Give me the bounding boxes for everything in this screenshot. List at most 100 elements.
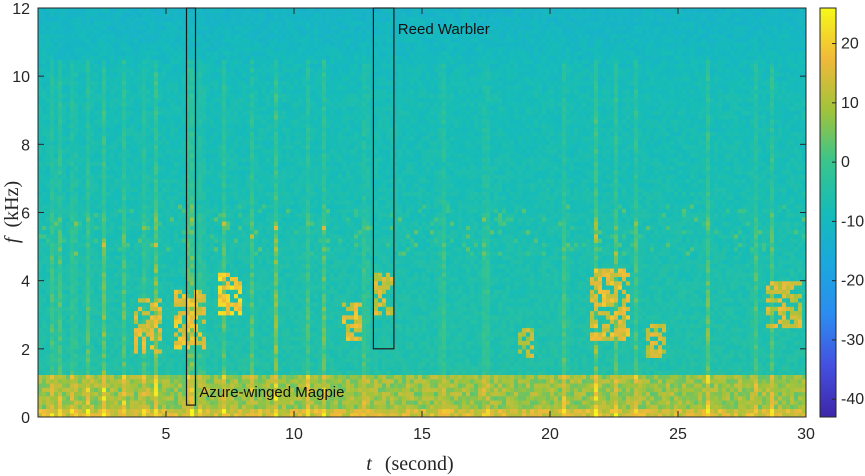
spectrogram-cell (118, 33, 123, 39)
spectrogram-cell (118, 67, 123, 73)
spectrogram-cell (110, 263, 115, 269)
spectrogram-cell (50, 391, 55, 397)
spectrogram-cell (134, 327, 139, 333)
spectrogram-cell (130, 16, 135, 22)
spectrogram-cell (174, 336, 179, 341)
spectrogram-cell (194, 280, 199, 286)
spectrogram-cell (102, 395, 107, 401)
spectrogram-cell (38, 370, 43, 375)
spectrogram-cell (206, 88, 211, 94)
spectrogram-cell (190, 148, 195, 154)
spectrogram-cell (138, 97, 143, 103)
spectrogram-cell (178, 391, 183, 397)
spectrogram-cell (214, 378, 219, 384)
spectrogram-cell (174, 195, 179, 201)
spectrogram-cell (106, 8, 111, 13)
spectrogram-cell (130, 131, 135, 137)
spectrogram-cell (38, 80, 43, 86)
spectrogram-cell (66, 336, 71, 341)
spectrogram-cell (138, 123, 143, 128)
spectrogram-cell (54, 59, 59, 64)
spectrogram-cell (66, 361, 71, 367)
spectrogram-cell (238, 357, 243, 363)
spectrogram-cell (150, 293, 155, 299)
spectrogram-cell (194, 242, 199, 248)
spectrogram-cell (114, 233, 119, 239)
spectrogram-cell (194, 29, 199, 35)
spectrogram-cell (194, 152, 199, 158)
spectrogram-cell (46, 144, 51, 150)
spectrogram-cell (154, 293, 159, 299)
spectrogram-cell (130, 378, 135, 384)
spectrogram-cell (82, 399, 87, 405)
spectrogram-cell (146, 63, 151, 69)
spectrogram-cell (134, 246, 139, 252)
spectrogram-cell (190, 276, 195, 282)
spectrogram-cell (106, 361, 111, 367)
spectrogram-cell (58, 412, 63, 417)
spectrogram-cell (182, 54, 187, 60)
spectrogram-cell (62, 238, 67, 243)
spectrogram-cell (218, 71, 223, 77)
spectrogram-cell (122, 182, 127, 188)
spectrogram-cell (150, 221, 155, 226)
spectrogram-cell (102, 131, 107, 137)
spectrogram-cell (130, 165, 135, 171)
spectrogram-cell (230, 378, 235, 384)
spectrogram-cell (94, 88, 99, 94)
spectrogram-cell (242, 148, 247, 154)
spectrogram-cell (230, 135, 235, 141)
spectrogram-cell (102, 59, 107, 64)
spectrogram-cell (162, 233, 167, 239)
spectrogram-cell (150, 88, 155, 94)
spectrogram-cell (134, 297, 139, 303)
spectrogram-cell (118, 203, 123, 209)
spectrogram-cell (70, 263, 75, 269)
spectrogram-cell (106, 97, 111, 103)
spectrogram-cell (122, 131, 127, 137)
spectrogram-cell (238, 323, 243, 329)
spectrogram-cell (202, 412, 207, 417)
spectrogram-cell (210, 221, 215, 226)
spectrogram-cell (242, 246, 247, 252)
spectrogram-cell (114, 169, 119, 175)
spectrogram-cell (98, 16, 103, 22)
spectrogram-cell (54, 63, 59, 69)
spectrogram-cell (70, 378, 75, 384)
spectrogram-cell (62, 105, 67, 111)
spectrogram-cell (214, 25, 219, 30)
spectrogram-cell (74, 267, 79, 273)
spectrogram-cell (126, 263, 131, 269)
spectrogram-cell (222, 191, 227, 197)
spectrogram-cell (66, 391, 71, 397)
spectrogram-cell (142, 212, 147, 218)
spectrogram-cell (210, 195, 215, 201)
spectrogram-cell (174, 391, 179, 397)
spectrogram-cell (90, 293, 95, 299)
spectrogram-cell (158, 33, 163, 39)
spectrogram-cell (78, 267, 83, 273)
spectrogram-cell (210, 199, 215, 205)
spectrogram-cell (146, 323, 151, 329)
spectrogram-cell (102, 306, 107, 312)
spectrogram-cell (62, 412, 67, 417)
spectrogram-cell (182, 404, 187, 410)
spectrogram-cell (58, 135, 63, 141)
spectrogram-cell (66, 127, 71, 133)
spectrogram-cell (194, 395, 199, 401)
spectrogram-cell (206, 140, 211, 145)
spectrogram-cell (58, 306, 63, 312)
spectrogram-cell (102, 8, 107, 13)
spectrogram-cell (46, 365, 51, 371)
spectrogram-cell (234, 238, 239, 243)
spectrogram-cell (70, 97, 75, 103)
spectrogram-cell (50, 289, 55, 295)
spectrogram-cell (50, 54, 55, 60)
spectrogram-cell (58, 212, 63, 218)
spectrogram-cell (110, 59, 115, 64)
spectrogram-cell (174, 280, 179, 286)
spectrogram-cell (218, 378, 223, 384)
spectrogram-cell (182, 88, 187, 94)
spectrogram-cell (58, 233, 63, 239)
spectrogram-cell (230, 280, 235, 286)
